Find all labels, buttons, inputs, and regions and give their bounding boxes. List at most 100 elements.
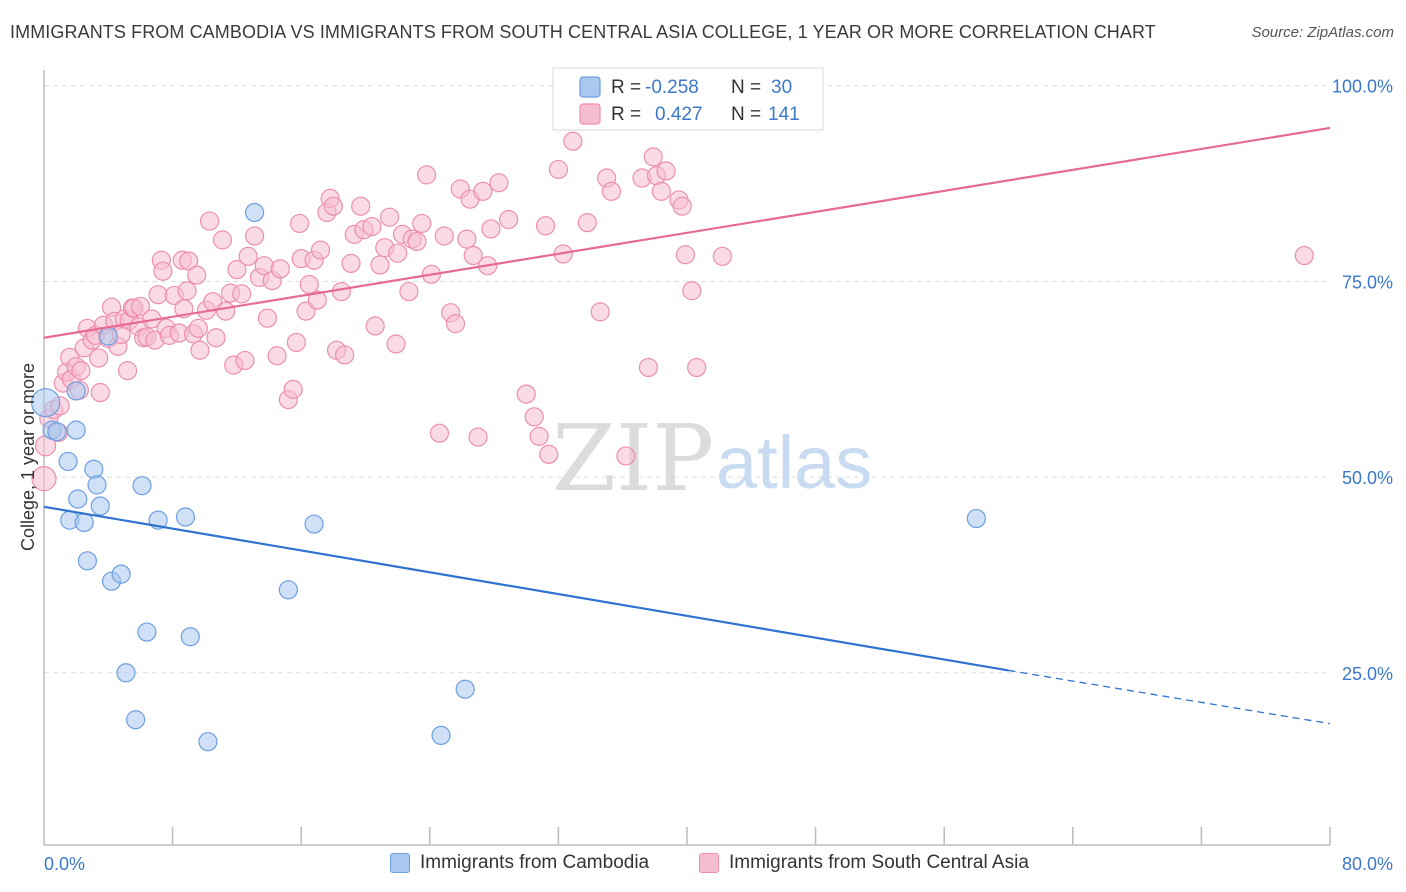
sca-point-136 <box>656 161 676 181</box>
sca-point-12 <box>71 361 91 381</box>
sca-point-52 <box>199 211 220 231</box>
sca-point-56 <box>216 301 236 321</box>
y-tick-label-25: 25.0% <box>1342 664 1393 684</box>
sca-point-109 <box>457 229 477 249</box>
watermark: ZIP atlas <box>552 405 872 512</box>
sca-point-38 <box>153 261 173 281</box>
cambodia-point-0 <box>31 388 61 418</box>
sca-point-73 <box>289 213 310 234</box>
legend-n-value-1: 30 <box>771 77 792 98</box>
sca-point-79 <box>310 240 331 260</box>
cambodia-point-10 <box>84 459 104 479</box>
sca-point-125 <box>563 131 583 151</box>
sca-point-102 <box>416 165 437 185</box>
sca-point-116 <box>489 173 509 193</box>
sca-point-119 <box>524 407 544 427</box>
sca-point-117 <box>498 209 519 230</box>
legend-swatch-cambodia <box>390 853 410 873</box>
sca-point-72 <box>286 332 306 353</box>
sca-point-141 <box>687 357 707 378</box>
sca-point-96 <box>388 243 408 263</box>
cambodia-point-24 <box>244 202 265 223</box>
x-tick-label-start: 0.0% <box>44 854 85 874</box>
cambodia-point-27 <box>431 725 451 746</box>
cambodia-point-16 <box>116 663 136 683</box>
series-south-central-asia <box>31 131 1314 492</box>
sca-point-86 <box>341 253 361 273</box>
trend-lines <box>43 126 1331 725</box>
y-axis-label: College, 1 year or more <box>18 363 38 551</box>
sca-point-118 <box>516 384 536 404</box>
sca-point-90 <box>362 216 382 237</box>
sca-point-132 <box>638 357 659 378</box>
cambodia-point-17 <box>126 710 146 730</box>
sca-point-78 <box>307 290 327 310</box>
legend-r-value-1: -0.258 <box>645 77 699 98</box>
cambodia-point-4 <box>66 420 86 440</box>
cambodia-point-19 <box>137 622 157 642</box>
cambodia-point-2 <box>47 422 67 442</box>
cambodia-point-23 <box>198 732 218 752</box>
legend-n-label-2: N = <box>731 104 761 125</box>
chart-title: IMMIGRANTS FROM CAMBODIA VS IMMIGRANTS F… <box>10 22 1156 42</box>
legend-n-value-2: 141 <box>768 104 800 125</box>
trend-line-south-central-asia <box>43 126 1331 339</box>
sca-point-71 <box>283 379 303 399</box>
series-cambodia <box>31 202 986 752</box>
cambodia-point-26 <box>304 514 324 534</box>
cambodia-point-5 <box>66 381 86 401</box>
sca-point-135 <box>651 181 671 201</box>
sca-point-59 <box>227 260 247 280</box>
legend-label-south-central-asia: Immigrants from South Central Asia <box>729 852 1029 873</box>
sca-point-115 <box>481 219 501 239</box>
cambodia-point-11 <box>87 475 107 495</box>
sca-point-54 <box>206 328 226 348</box>
sca-point-120 <box>529 426 549 446</box>
cambodia-point-8 <box>74 512 94 533</box>
sca-point-140 <box>682 281 702 301</box>
y-tick-labels: 25.0% 50.0% 75.0% 100.0% <box>1332 77 1393 684</box>
sca-point-85 <box>335 345 355 365</box>
sca-point-45 <box>177 281 197 301</box>
cambodia-point-25 <box>278 580 298 600</box>
sca-point-129 <box>601 181 622 201</box>
legend-r-value-2: 0.427 <box>655 104 703 125</box>
sca-point-0 <box>31 466 57 492</box>
gridlines <box>44 85 1330 674</box>
y-tick-label-100: 100.0% <box>1332 77 1393 97</box>
cambodia-point-28 <box>455 679 475 699</box>
sca-point-66 <box>257 308 278 328</box>
sca-point-139 <box>675 245 695 265</box>
sca-point-48 <box>187 265 207 285</box>
sca-point-130 <box>616 446 636 466</box>
sca-point-95 <box>386 334 406 354</box>
legend-correlation: R = -0.258 N = 30 R = 0.427 N = 141 <box>552 67 824 131</box>
sca-point-18 <box>90 382 110 403</box>
sca-point-61 <box>235 350 255 371</box>
legend-series: Immigrants from Cambodia Immigrants from… <box>0 852 1406 878</box>
sca-point-55 <box>212 230 233 250</box>
sca-point-82 <box>323 196 343 216</box>
sca-point-60 <box>232 284 252 304</box>
sca-point-101 <box>412 213 432 234</box>
x-tick-labels: 0.0% 80.0% <box>44 854 1393 874</box>
sca-point-111 <box>463 245 483 266</box>
source-label: Source: ZipAtlas.com <box>1251 24 1394 41</box>
legend-swatch-blue <box>579 76 601 98</box>
cambodia-point-22 <box>180 627 200 647</box>
legend-label-cambodia: Immigrants from Cambodia <box>420 852 650 873</box>
x-tick-label-end: 80.0% <box>1342 854 1393 874</box>
sca-point-122 <box>539 444 559 464</box>
y-tick-label-75: 75.0% <box>1342 272 1393 292</box>
sca-point-94 <box>380 207 400 227</box>
sca-point-113 <box>473 181 493 201</box>
sca-point-26 <box>117 361 138 381</box>
sca-point-36 <box>148 285 168 305</box>
cambodia-point-3 <box>58 451 78 472</box>
sca-point-123 <box>548 159 569 180</box>
sca-point-31 <box>130 296 151 317</box>
legend-n-label-1: N = <box>731 77 761 98</box>
cambodia-point-15 <box>111 564 131 584</box>
sca-point-17 <box>89 348 109 368</box>
